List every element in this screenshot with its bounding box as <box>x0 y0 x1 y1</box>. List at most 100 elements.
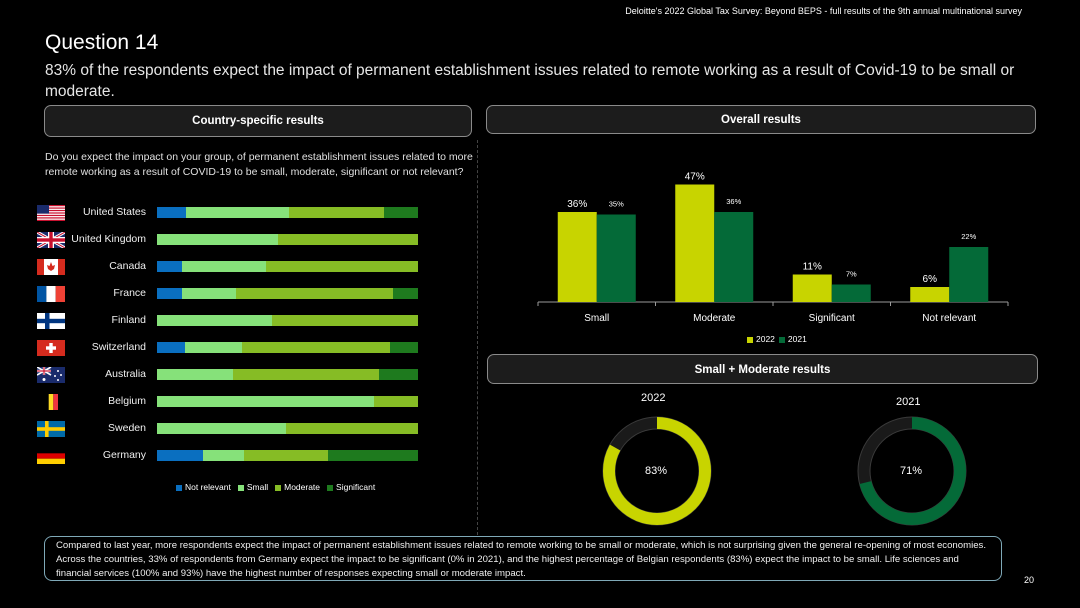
legend-swatch <box>327 484 334 491</box>
donut-arc-2022 <box>603 417 711 525</box>
data-label-2022: 47% <box>685 172 705 183</box>
country-results-header: Country-specific results <box>44 105 472 137</box>
bar-2021 <box>596 214 636 302</box>
question-text: Do you expect the impact on your group, … <box>45 151 473 178</box>
bar-segment-moderate <box>244 450 329 461</box>
column-divider <box>477 140 478 535</box>
bar-segment-small <box>157 396 374 407</box>
donut-2022 <box>602 416 712 526</box>
canada-flag-icon <box>37 259 65 275</box>
donut-2022-year-label: 2022 <box>641 392 666 404</box>
commentary-box <box>44 536 1002 581</box>
uk-flag-icon <box>36 230 66 250</box>
bar-segment-small <box>157 315 273 326</box>
legend-swatch <box>237 484 244 491</box>
legend-item: Not relevant <box>176 482 231 492</box>
bar-segment-small <box>182 261 267 272</box>
legend-swatch <box>275 484 282 491</box>
category-label: Not relevant <box>922 313 976 324</box>
country-label: Switzerland <box>91 341 146 353</box>
us-flag-icon <box>37 205 65 221</box>
header-source: Deloitte's 2022 Global Tax Survey: Beyon… <box>625 6 1022 16</box>
bar-segment-not-relevant <box>157 450 204 461</box>
legend-item: Moderate <box>275 482 320 492</box>
country-label: Finland <box>111 314 146 326</box>
belgium-flag-icon <box>37 394 65 410</box>
bar-2022 <box>792 274 832 302</box>
data-label-2022: 36% <box>567 199 587 210</box>
bar-segment-not-relevant <box>157 342 186 353</box>
country-label: Canada <box>109 260 146 272</box>
legend-swatch <box>747 336 753 343</box>
legend-label: Small <box>246 482 269 492</box>
bar-segment-not-relevant <box>157 288 183 299</box>
bar-segment-moderate <box>235 288 394 299</box>
small-moderate-results-header: Small + Moderate results <box>487 354 1038 384</box>
country-label: Australia <box>105 368 146 380</box>
bar-segment-moderate <box>232 369 379 380</box>
bar-segment-small <box>185 207 290 218</box>
bar-segment-moderate <box>277 234 419 245</box>
australia-flag-icon <box>36 366 65 383</box>
switzerland-flag-icon <box>37 340 65 356</box>
bar-segment-moderate <box>288 207 384 218</box>
legend-item: 2022 <box>747 334 775 344</box>
bar-segment-moderate <box>272 315 419 326</box>
legend-label: 2022 <box>756 334 775 344</box>
country-label: Belgium <box>108 395 146 407</box>
legend-label: 2021 <box>787 334 807 344</box>
bar-segment-moderate <box>286 423 419 434</box>
donut-2021-value: 71% <box>900 465 923 477</box>
bar-segment-small <box>157 369 234 380</box>
country-label: Germany <box>102 449 146 461</box>
category-label: Significant <box>809 313 855 324</box>
data-label-2021: 22% <box>961 232 976 241</box>
bar-2022 <box>675 184 715 302</box>
data-label-2021: 7% <box>846 270 857 279</box>
page-number: 20 <box>1024 575 1035 585</box>
bar-segment-significant <box>389 342 419 353</box>
data-label-2022: 11% <box>803 262 822 273</box>
sweden-flag-icon <box>37 421 65 437</box>
donut-arc-2021 <box>858 417 966 525</box>
donut-2021-year-label: 2021 <box>896 396 921 408</box>
country-chart-legend: Not relevant Small Moderate Significant <box>176 482 382 492</box>
bar-segment-significant <box>383 207 419 218</box>
bar-segment-significant <box>378 369 419 380</box>
germany-flag-icon <box>37 448 65 464</box>
category-label: Moderate <box>693 313 736 324</box>
legend-item: 2021 <box>778 334 807 344</box>
donut-2022-value: 83% <box>645 465 668 477</box>
bar-2021 <box>949 247 989 302</box>
legend-label: Moderate <box>284 482 321 492</box>
legend-swatch <box>176 484 182 491</box>
legend-item: Significant <box>327 482 375 492</box>
bar-segment-small <box>185 342 243 353</box>
bar-segment-moderate <box>266 261 419 272</box>
data-label-2022: 6% <box>923 274 938 285</box>
country-label: United States <box>82 206 146 218</box>
bar-segment-small <box>182 288 236 299</box>
legend-item: Small <box>237 482 269 492</box>
finland-flag-icon <box>37 313 65 329</box>
bar-segment-small <box>157 423 287 434</box>
overall-bar-chart: 36% 35% Small 47% 36% Moderate 11% 7% Significan… <box>537 172 1009 324</box>
bar-2022 <box>910 287 950 302</box>
country-label: Sweden <box>108 422 146 434</box>
overall-results-header: Overall results <box>486 105 1036 134</box>
legend-label: Not relevant <box>185 482 231 492</box>
bar-segment-small <box>157 234 278 245</box>
legend-swatch <box>778 336 785 343</box>
legend-label: Significant <box>336 482 376 492</box>
bar-segment-significant <box>328 450 419 461</box>
france-flag-icon <box>37 286 65 302</box>
category-label: Small <box>584 313 609 324</box>
bar-segment-significant <box>392 288 419 299</box>
bar-segment-not-relevant <box>157 261 183 272</box>
page-subtitle: 83% of the respondents expect the impact… <box>45 62 1015 100</box>
commentary-text: Compared to last year, more respondents … <box>56 540 987 579</box>
country-label: France <box>113 287 146 299</box>
donut-2021 <box>857 416 967 526</box>
bar-segment-moderate <box>373 396 419 407</box>
overall-chart-legend: 2022 2021 <box>747 334 811 344</box>
